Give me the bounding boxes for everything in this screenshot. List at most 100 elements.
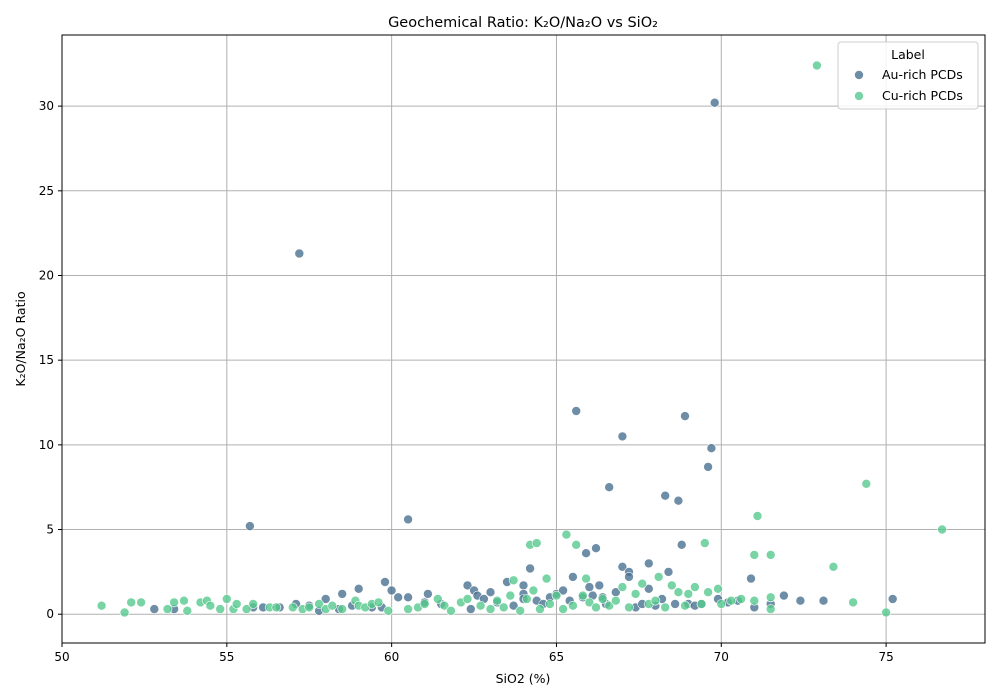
legend-title: Label (891, 47, 925, 62)
data-point (462, 594, 473, 604)
y-tick-label: 25 (39, 184, 54, 198)
grid-lines (61, 35, 985, 643)
data-point (535, 604, 545, 614)
data-point (706, 443, 717, 454)
x-axis: 50 55 60 65 70 75 (54, 643, 894, 664)
data-point (403, 604, 413, 614)
data-point (432, 594, 443, 604)
data-point (581, 573, 591, 584)
data-point (591, 602, 601, 613)
data-point (624, 572, 634, 582)
data-point (670, 599, 680, 609)
data-point (713, 583, 723, 594)
data-point (584, 597, 595, 608)
data-point (617, 431, 628, 442)
data-point (637, 578, 648, 589)
data-point (337, 589, 348, 599)
data-point (581, 548, 591, 559)
data-point (643, 583, 654, 594)
y-tick-label: 20 (39, 268, 54, 282)
y-tick-label: 0 (46, 607, 54, 621)
data-point (508, 600, 519, 611)
data-point (439, 600, 450, 611)
data-point (680, 411, 690, 421)
x-tick-label: 70 (714, 650, 729, 664)
data-point (205, 600, 216, 611)
data-point (617, 561, 628, 572)
data-point (320, 594, 331, 604)
x-tick-label: 50 (54, 650, 69, 664)
series-cu-rich (96, 60, 947, 618)
data-point (643, 558, 654, 569)
y-axis: 0 5 10 15 20 25 30 (39, 99, 62, 621)
data-point (386, 585, 397, 596)
data-point (676, 539, 687, 550)
data-point (779, 590, 789, 601)
data-point (937, 524, 947, 535)
data-point (462, 580, 473, 591)
data-point (561, 529, 572, 540)
data-point (577, 590, 588, 601)
data-point (423, 589, 433, 599)
x-tick-label: 65 (549, 650, 564, 664)
data-point (531, 538, 542, 548)
data-point (690, 582, 700, 592)
y-tick-label: 10 (39, 438, 54, 452)
data-point (881, 607, 891, 618)
data-point (403, 592, 413, 603)
data-point (327, 600, 338, 611)
data-point (215, 604, 225, 614)
data-point (568, 600, 578, 611)
data-point (558, 585, 568, 596)
x-tick-label: 60 (384, 650, 399, 664)
data-point (828, 561, 839, 572)
data-point (545, 599, 555, 609)
data-point (746, 573, 756, 584)
data-point (96, 600, 107, 611)
data-point (848, 597, 858, 608)
data-point (571, 539, 582, 550)
data-point (515, 605, 526, 616)
data-point (604, 600, 615, 611)
data-point (241, 604, 252, 614)
data-point (528, 585, 539, 596)
data-point (683, 589, 694, 599)
data-point (568, 572, 578, 582)
data-point (314, 599, 324, 609)
data-point (703, 462, 713, 472)
data-point (525, 563, 535, 574)
data-point (673, 587, 684, 598)
data-point (736, 594, 746, 604)
data-point (630, 589, 641, 599)
x-axis-label: SiO2 (%) (496, 671, 551, 686)
plot-frame (61, 34, 986, 644)
data-point (304, 602, 315, 613)
data-point (222, 594, 232, 604)
data-point (696, 599, 707, 609)
data-point (380, 577, 390, 587)
data-point (119, 607, 130, 618)
data-point (383, 605, 394, 616)
data-point (591, 543, 601, 554)
data-point (294, 248, 305, 259)
data-point (597, 594, 608, 604)
data-point (248, 599, 258, 609)
data-point (709, 97, 720, 108)
data-point (245, 521, 255, 531)
data-point (373, 597, 384, 608)
data-point (752, 511, 763, 521)
data-point (485, 604, 496, 614)
legend-marker-au (854, 70, 864, 80)
y-axis-label: K₂O/Na₂O Ratio (13, 291, 28, 386)
data-point (446, 605, 456, 616)
legend-box (837, 41, 979, 110)
data-point (594, 580, 605, 591)
y-tick-label: 30 (39, 99, 54, 113)
legend: Label Au-rich PCDs Cu-rich PCDs (837, 41, 979, 110)
data-point (624, 602, 634, 613)
data-point (485, 587, 496, 598)
legend-marker-cu (854, 91, 864, 101)
data-point (419, 599, 430, 609)
data-point (703, 587, 713, 598)
